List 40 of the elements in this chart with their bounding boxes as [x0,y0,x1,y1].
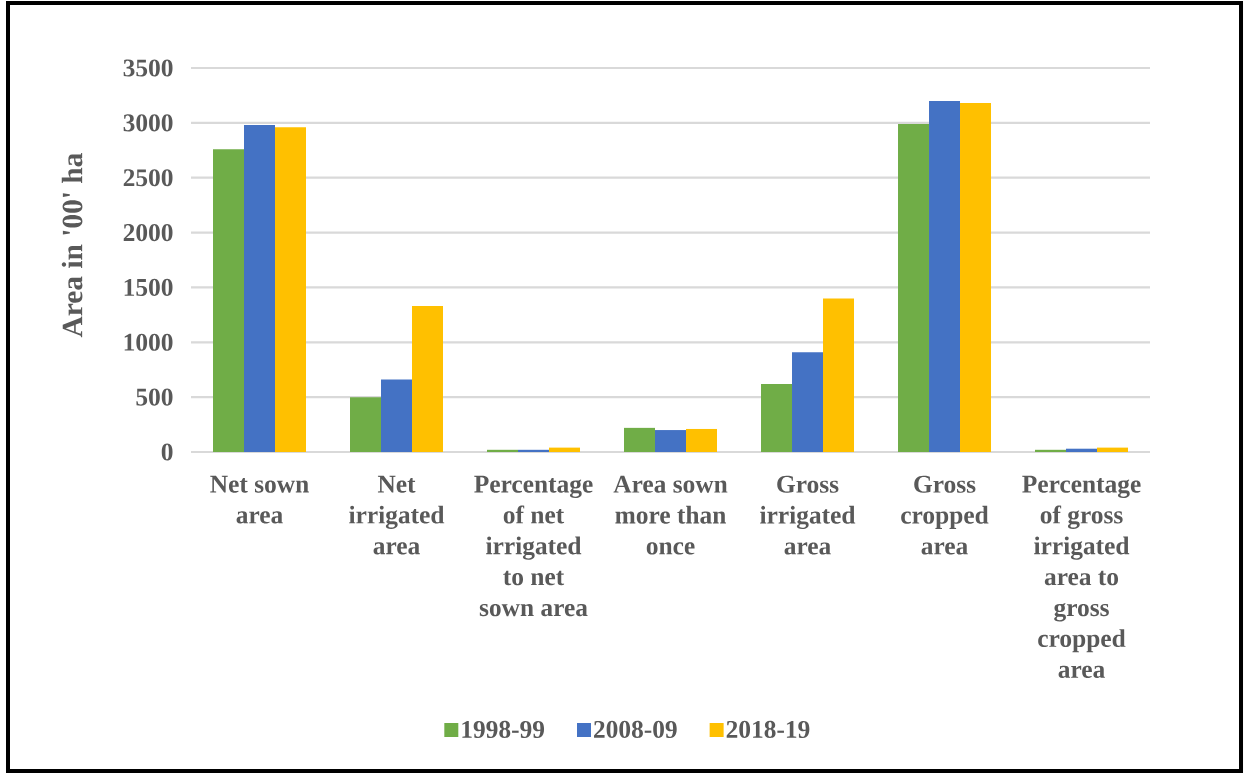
bar [275,127,306,452]
y-axis-title: Area in '00' ha [61,153,83,338]
x-tick-label: Percentage of gross irrigated area to gross cropped area [1022,475,1141,678]
bar [624,427,656,452]
legend-label: 2018-19 [726,720,810,738]
x-tick-label: Net sown area [210,475,309,524]
bar [549,447,581,452]
x-tick-label: Area sown more than once [613,475,728,555]
x-tick-label: Percentage of net irrigated to net sown area [474,475,593,617]
bar [761,383,793,452]
legend-label: 1998-99 [462,720,545,738]
bar [244,125,275,452]
bar [213,149,244,452]
y-tick-label: 500 [136,388,173,406]
x-tick-label: Gross cropped area [901,475,989,555]
x-tick-label: Net irrigated area [349,475,445,555]
bar [487,449,518,452]
y-tick-label: 2500 [123,169,173,187]
y-tick-label: 0 [161,443,173,461]
bar [823,298,855,452]
y-tick-label: 1000 [124,333,173,351]
bar [518,449,549,452]
bar [960,103,992,452]
bar [381,379,412,452]
bar [412,306,443,452]
bar [655,430,687,452]
bar [898,123,930,452]
y-tick-label: 3500 [123,59,173,77]
bar [929,100,961,452]
bar [1097,447,1129,452]
bar [350,397,381,452]
bar [1035,449,1067,452]
y-tick-label: 1500 [124,278,173,296]
y-tick-label: 2000 [123,224,173,242]
bar [792,352,824,452]
bar [1066,448,1098,452]
bar [686,428,718,452]
y-tick-label: 3000 [123,114,173,132]
legend-label: 2008-09 [594,720,677,738]
x-tick-label: Gross irrigated area [760,475,856,555]
